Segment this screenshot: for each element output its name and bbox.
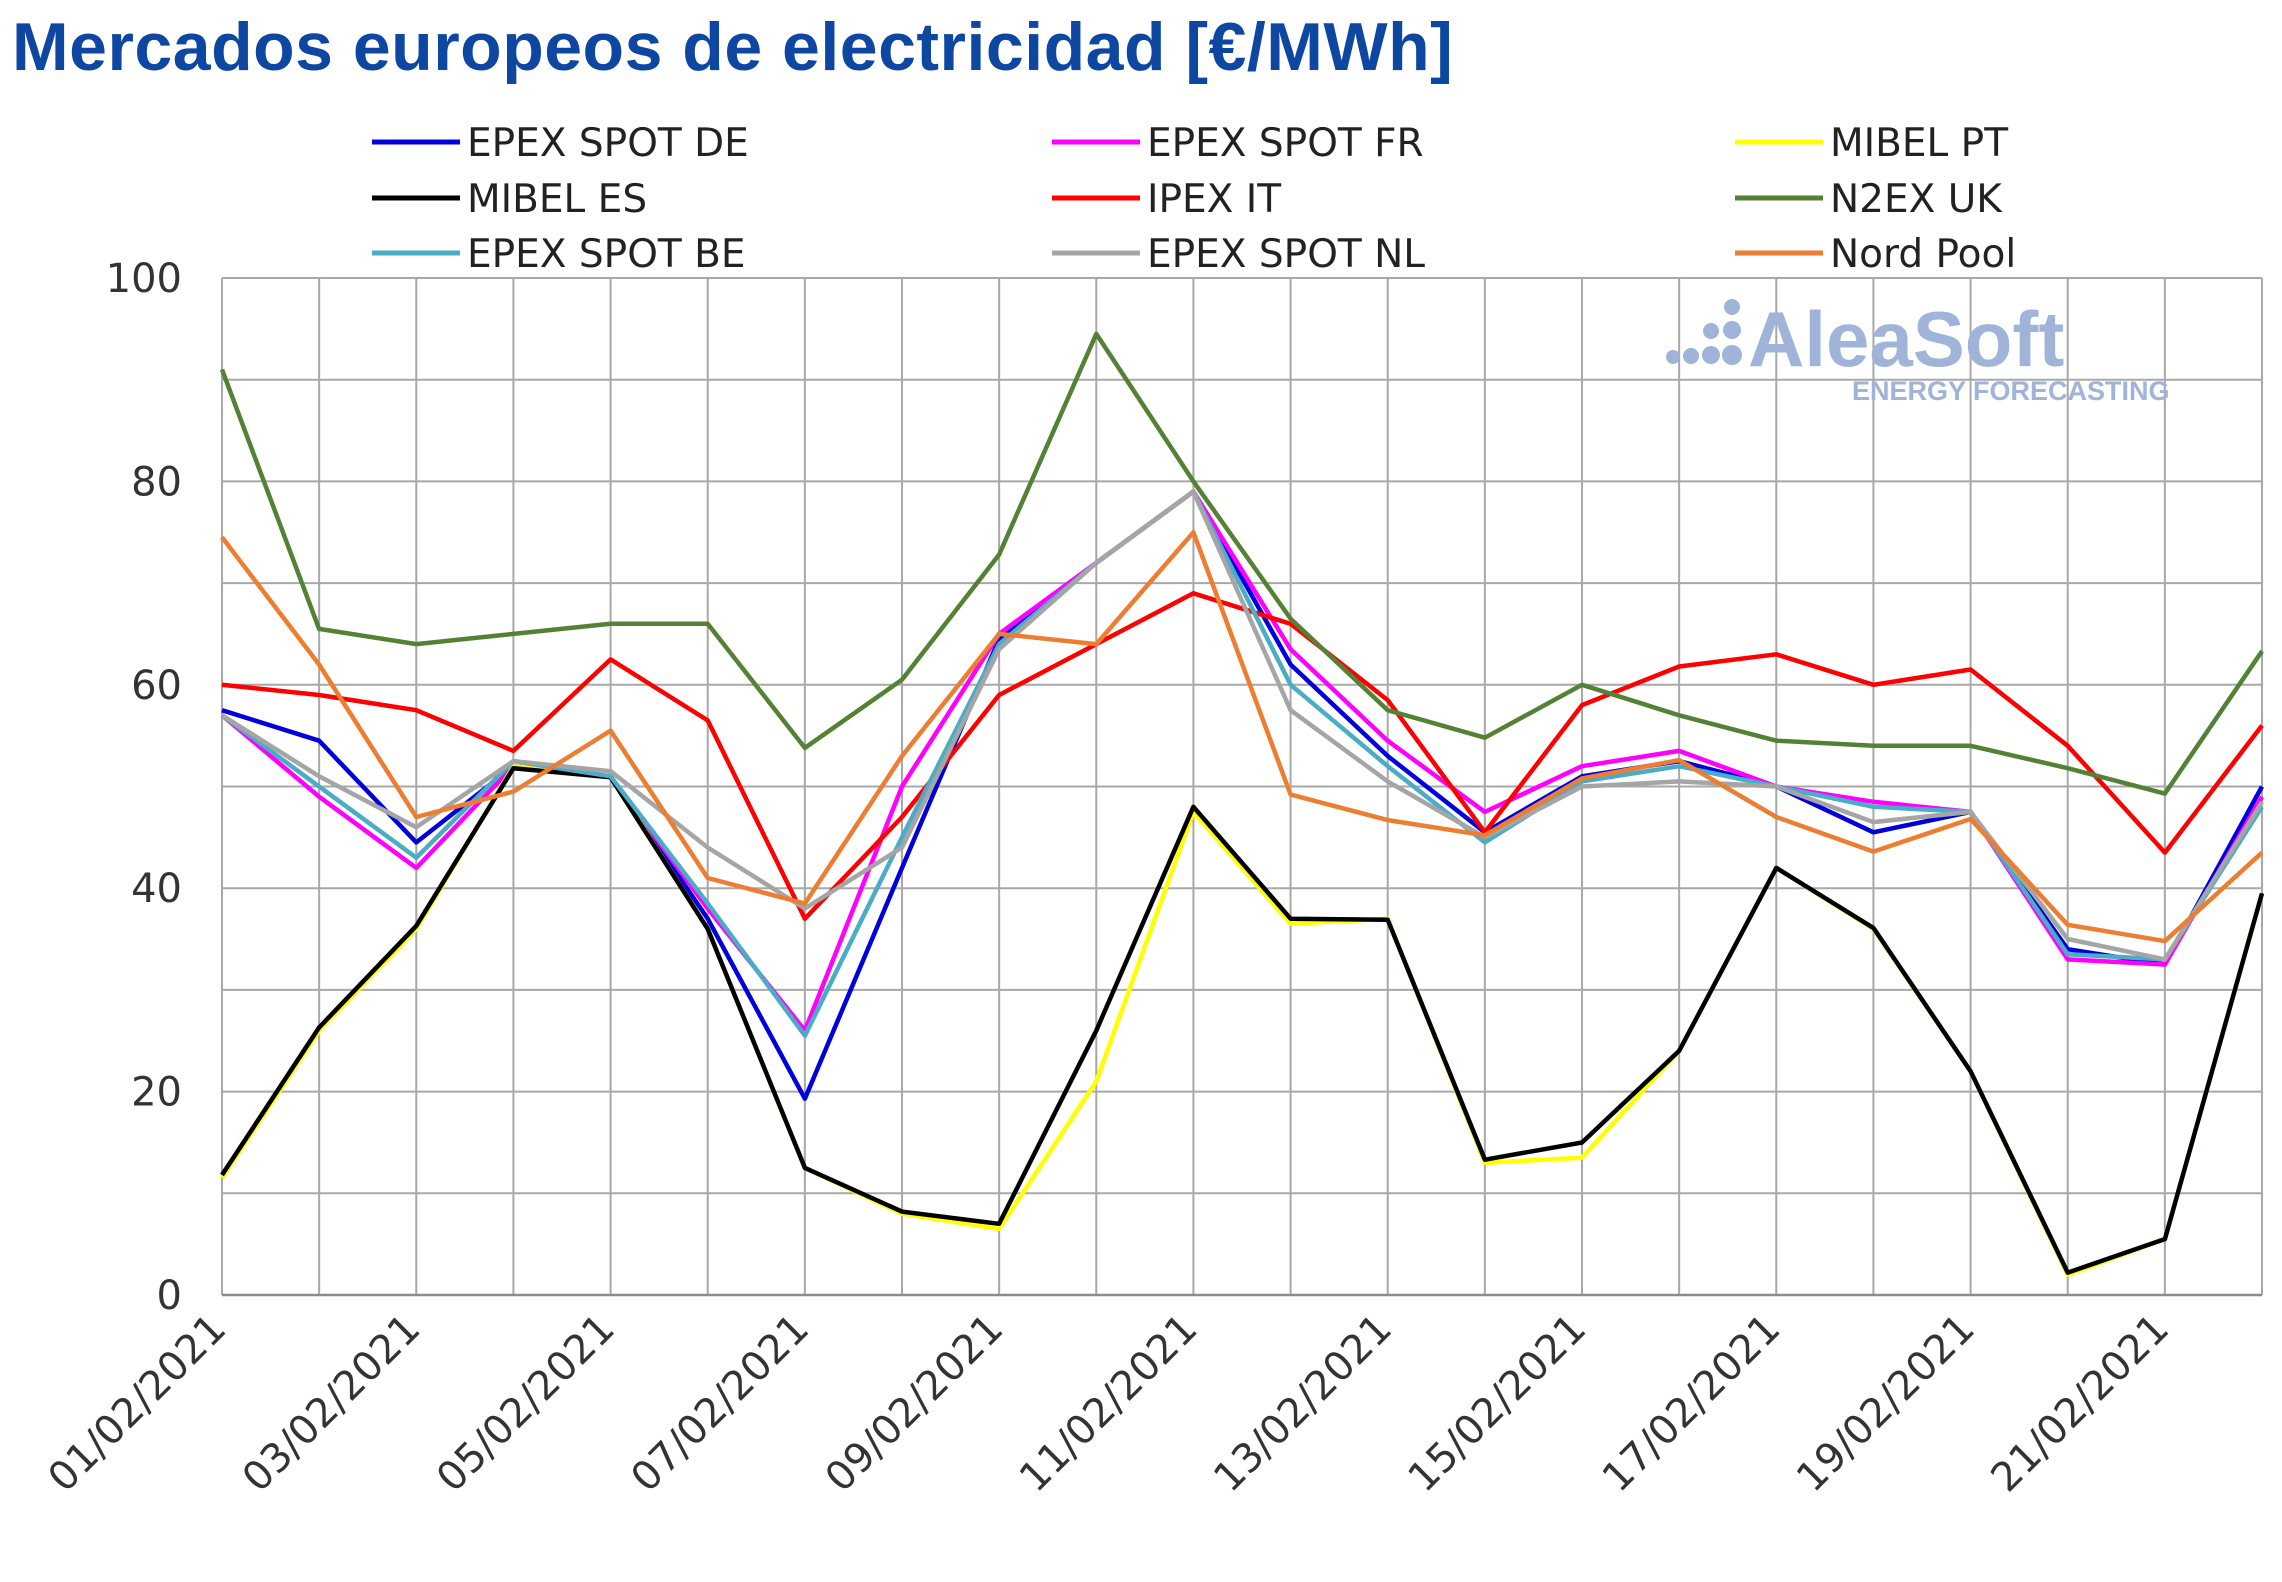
legend-label: MIBEL ES [467, 177, 647, 222]
x-tick-label: 13/02/2021 [1205, 1306, 1401, 1502]
legend-item-epex-spot-fr: EPEX SPOT FR [1052, 121, 1424, 166]
logo-wordmark: AleaSoft [1748, 295, 2064, 383]
series-line-mibel-es [220, 765, 2265, 1275]
series-line-n2ex-uk [219, 331, 2264, 796]
x-tick-label: 19/02/2021 [1788, 1306, 1984, 1502]
legend-item-nord-pool: Nord Pool [1735, 232, 2016, 277]
series-line-nord-pool [220, 530, 2264, 944]
legend-label: MIBEL PT [1830, 121, 2008, 166]
legend-item-epex-spot-de: EPEX SPOT DE [372, 121, 749, 166]
legend-item-mibel-es: MIBEL ES [372, 177, 647, 222]
legend-item-mibel-pt: MIBEL PT [1735, 121, 2008, 166]
legend-item-n2ex-uk: N2EX UK [1735, 177, 2003, 222]
legend-label: Nord Pool [1830, 232, 2016, 277]
series-line-mibel-pt [220, 763, 2265, 1277]
x-tick-label: 17/02/2021 [1594, 1306, 1790, 1502]
x-tick-label: 01/02/2021 [40, 1306, 236, 1502]
x-tick-label: 11/02/2021 [1011, 1306, 1207, 1502]
x-tick-label: 21/02/2021 [1982, 1306, 2178, 1502]
x-tick-label: 15/02/2021 [1400, 1306, 1596, 1502]
series-line-epex-spot-nl [220, 489, 2264, 962]
series-lines [219, 331, 2265, 1277]
legend-label: EPEX SPOT DE [467, 121, 749, 166]
chart-title: Mercados europeos de electricidad [€/MWh… [12, 9, 1454, 85]
y-axis-ticks: 0 20 40 60 80 100 [106, 256, 182, 1319]
logo-dots-icon [1666, 299, 1742, 365]
x-tick-label: 05/02/2021 [428, 1306, 624, 1502]
aleasoft-logo: AleaSoft ENERGY FORECASTING [1666, 295, 2170, 406]
legend-label: EPEX SPOT FR [1147, 121, 1424, 166]
y-tick-label: 60 [131, 663, 182, 709]
x-tick-label: 03/02/2021 [234, 1306, 430, 1502]
series-line-ipex-it [221, 591, 2264, 921]
y-tick-label: 20 [131, 1070, 182, 1116]
y-tick-label: 100 [106, 256, 182, 302]
legend: EPEX SPOT DE EPEX SPOT FR MIBEL PT MIBEL ES… [372, 121, 2016, 277]
legend-item-epex-spot-nl: EPEX SPOT NL [1052, 232, 1425, 277]
x-axis-ticks: 01/02/202103/02/202105/02/202107/02/2021… [40, 1306, 2178, 1502]
y-tick-label: 40 [131, 866, 182, 912]
grid [221, 277, 2263, 1297]
x-tick-label: 09/02/2021 [817, 1306, 1013, 1502]
legend-label: EPEX SPOT NL [1147, 232, 1425, 277]
x-tick-label: 07/02/2021 [622, 1306, 818, 1502]
legend-item-ipex-it: IPEX IT [1052, 177, 1281, 222]
legend-label: IPEX IT [1147, 177, 1281, 222]
y-tick-label: 0 [157, 1273, 182, 1319]
legend-label: EPEX SPOT BE [467, 232, 746, 277]
y-tick-label: 80 [131, 459, 182, 505]
legend-item-epex-spot-be: EPEX SPOT BE [372, 232, 746, 277]
legend-label: N2EX UK [1830, 177, 2003, 222]
series-line-epex-spot-be [220, 489, 2264, 1038]
logo-tagline: ENERGY FORECASTING [1852, 376, 2170, 406]
